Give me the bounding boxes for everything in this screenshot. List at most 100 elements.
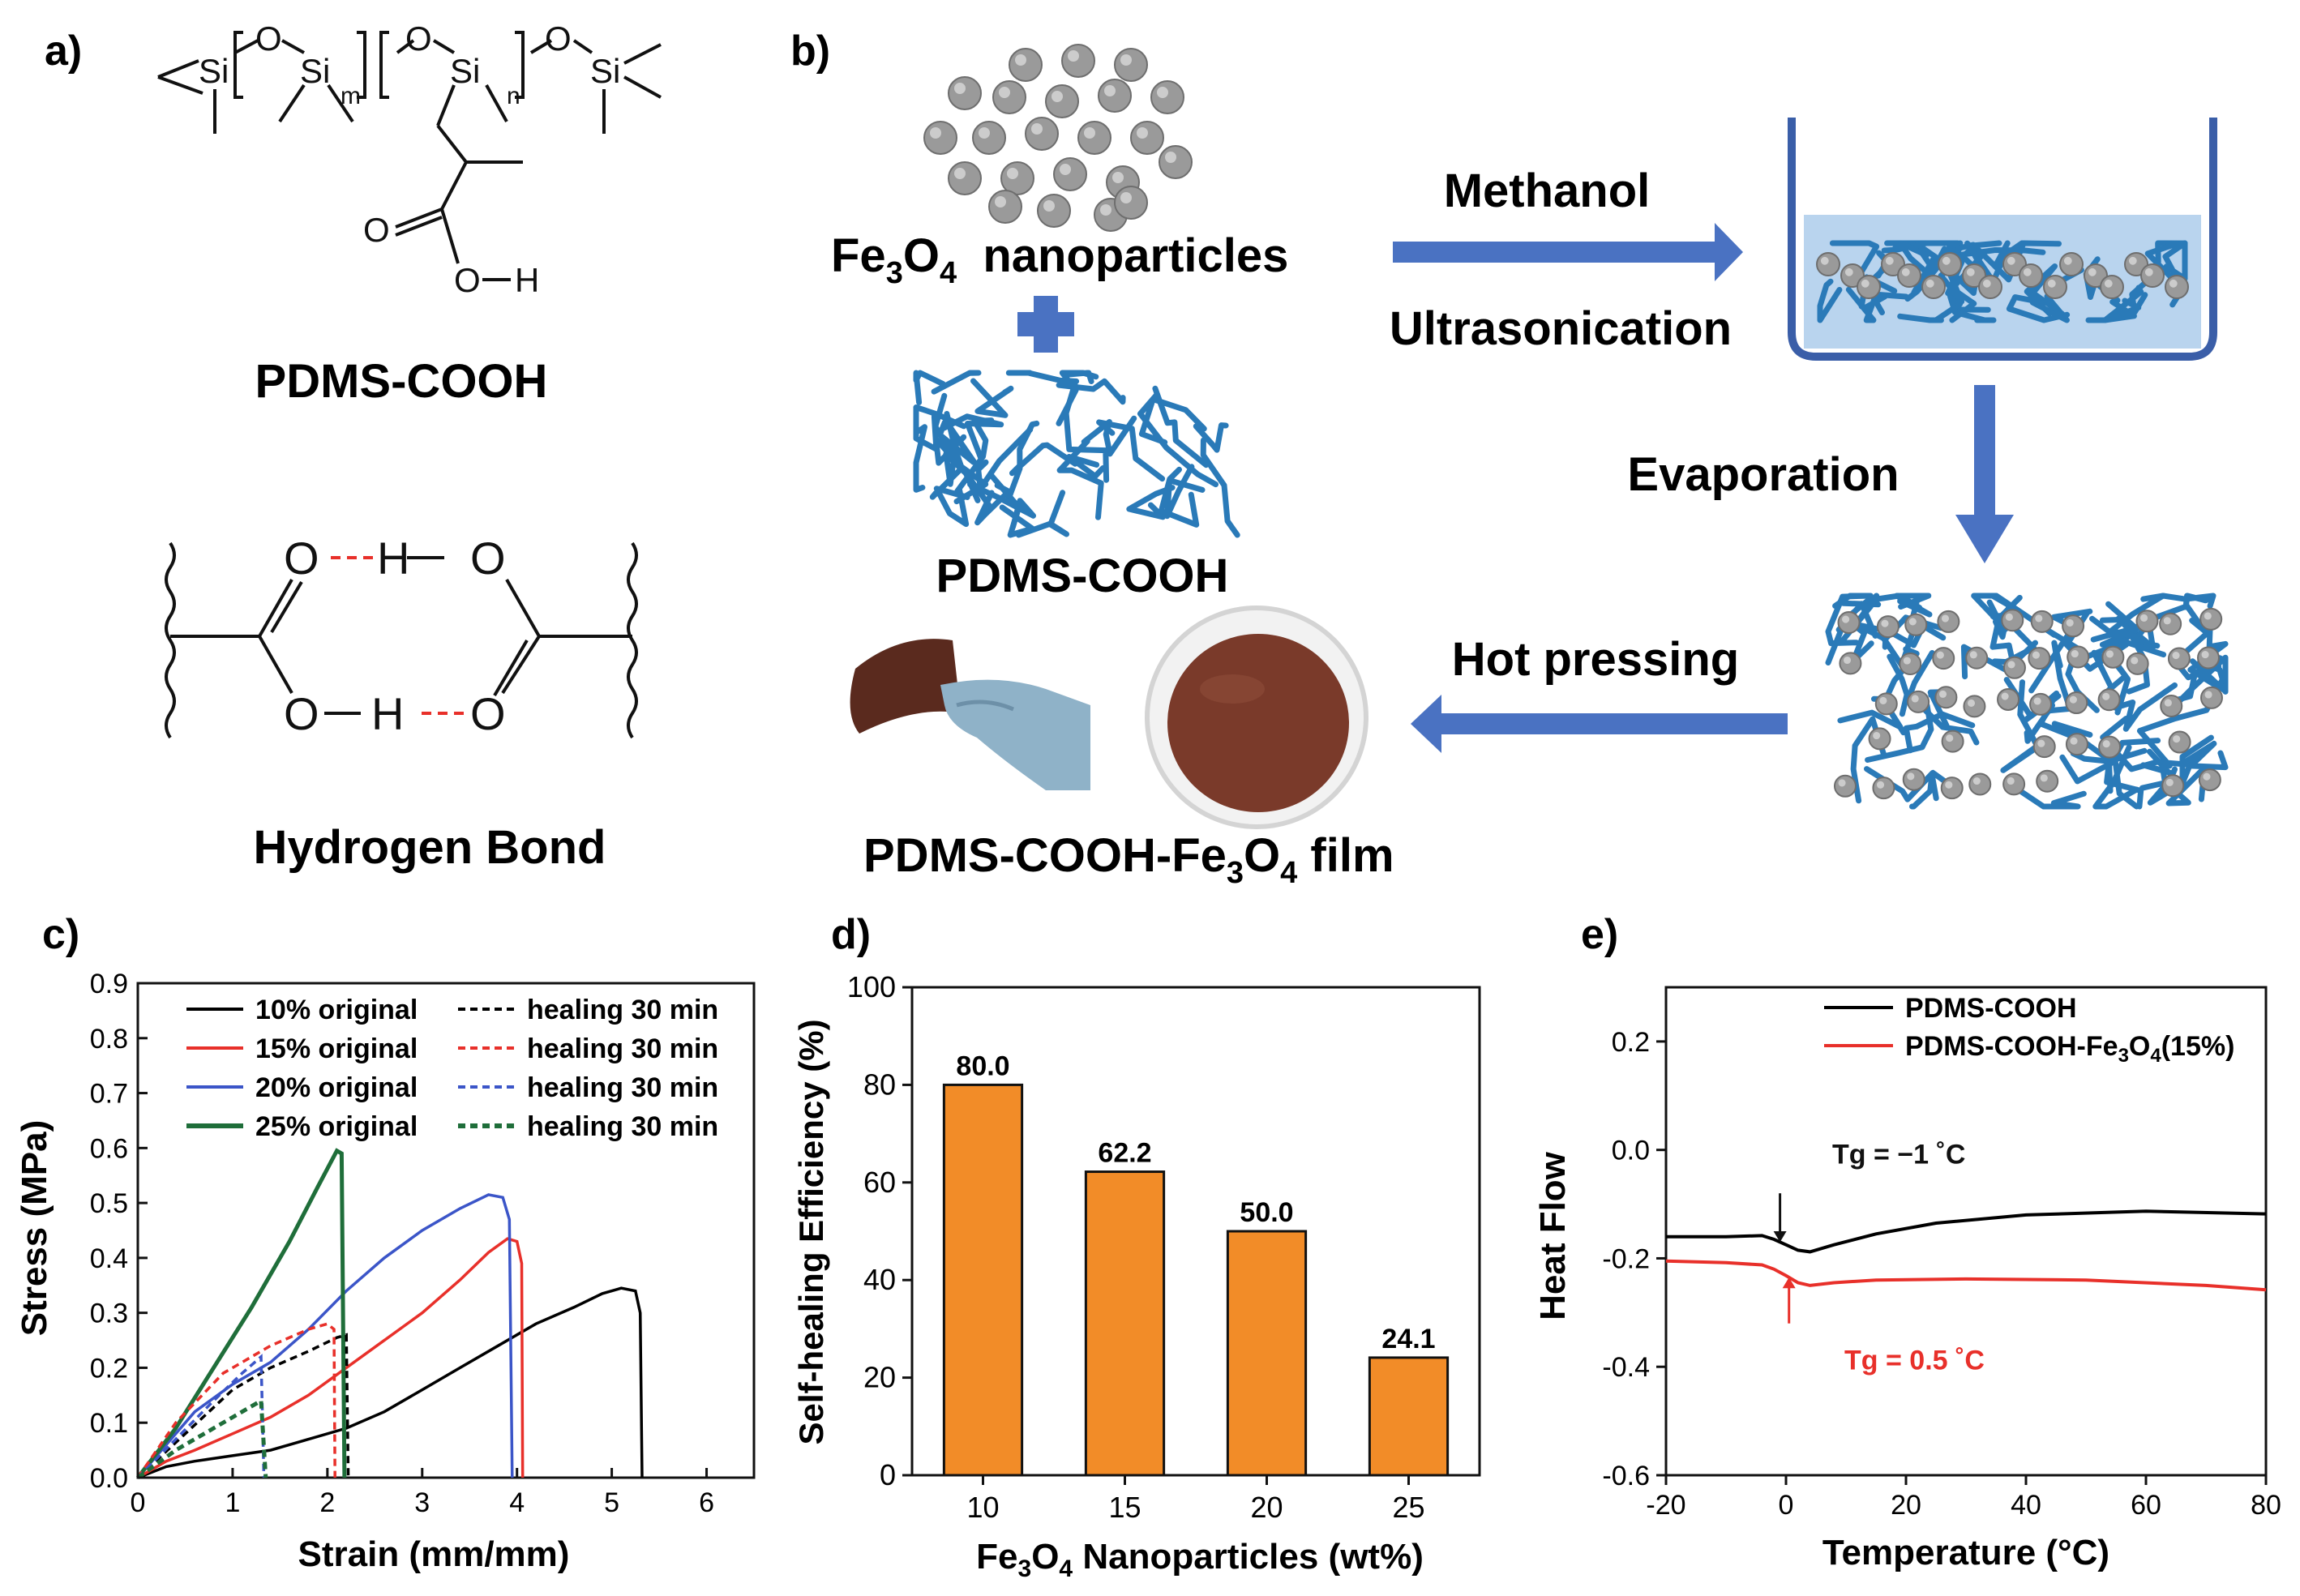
nanoparticle-highlight [1907,772,1915,781]
si-atom: Si [300,52,330,90]
series-line-6 [136,1354,266,1479]
polymer-chain [1897,240,1947,279]
legend-label: PDMS-COOH [1905,993,2077,1024]
chart-d-xlabel: Fe3O4 Nanoparticles (wt%) [976,1537,1424,1582]
nanoparticle-highlight [1157,87,1168,98]
legend-label: healing 30 min [527,1072,718,1103]
nanoparticle [2043,275,2067,299]
series-line-5 [136,1322,336,1478]
polymer-chain [1081,415,1137,457]
chart-e-frame [1664,986,2268,1477]
nanoparticle [2126,652,2149,675]
legend-label: PDMS-COOH-Fe3O4(15%) [1905,1031,2234,1067]
polymer-chain [970,378,1014,418]
nanoparticle-highlight [2001,692,2009,700]
polymer-chain [1947,291,1997,323]
nanoparticle [1937,610,1960,633]
nanoparticle-highlight [2070,737,2078,745]
polymer-chain [1137,391,1219,488]
polymer-chain [936,419,977,465]
nanoparticle-highlight [1842,615,1850,623]
nanoparticle-highlight [1043,200,1055,212]
panel-e-label: e) [1581,911,1618,958]
nanoparticle [1938,252,1962,276]
polymer-chain [1837,593,1880,646]
nanoparticle [2065,691,2088,715]
panel-e: e) -20 0 20 40 60 80 0.2 0.0 -0.2 -0.4 -0.6 PDMS-C… [1533,911,2281,1572]
nanoparticle-highlight [2144,267,2153,276]
nanoparticle [2196,646,2220,670]
x-tick-label: 15 [1108,1491,1141,1524]
polymer-chain [1066,454,1106,480]
nanoparticle-highlight [1137,127,1148,139]
nanoparticle [1816,252,1840,276]
nanoparticle-highlight [1861,279,1870,288]
series-line-1 [1665,1259,2267,1292]
polymer-chain [1065,370,1094,384]
nanoparticle [1857,275,1881,299]
nanoparticle-highlight [2007,661,2015,669]
nanoparticle-highlight [1938,690,1947,698]
panel-a-label: a) [45,28,82,75]
nanoparticle [1025,117,1059,151]
polymer-chain [1200,437,1240,538]
polymer-chain [933,486,970,528]
polymer-chain [929,411,965,500]
nanoparticle-highlight [1060,164,1071,175]
nanoparticle [2198,768,2221,792]
nanoparticle [1868,727,1891,751]
y-tick-label: 0.9 [90,969,128,999]
nanoparticle-highlight [1903,657,1911,665]
nanoparticle [1904,613,1928,636]
film-label: PDMS-COOH-Fe3O4 film [863,829,1394,890]
nanoparticle-highlight [2005,613,2013,621]
y-tick-label: 60 [863,1166,896,1199]
y-tick-label: 0.0 [1612,1136,1650,1166]
nanoparticle-highlight [2203,772,2211,781]
nanoparticle-highlight [2069,695,2077,704]
arrow-left-icon [1411,695,1788,753]
chart-c-series [136,1148,644,1480]
nanoparticle [948,76,982,110]
series-line-0 [1666,1209,2267,1254]
polymer-chain [2182,593,2215,610]
nanoparticle [1159,145,1193,179]
nanoparticle [1114,48,1148,82]
polymer-chain [1152,385,1210,469]
nanoparticle [972,121,1006,155]
polymer-chain [1056,378,1126,405]
polymer-chain [1009,442,1078,477]
nanoparticle [1941,730,1964,753]
y-tick-label: 0.0 [90,1463,128,1494]
nanoparticle-highlight [2102,740,2110,748]
nanoparticle [2001,609,2024,632]
nanoparticle-highlight [1120,54,1132,66]
chart-d-frame [910,986,1481,1477]
nanoparticle-highlight [1820,256,1829,265]
nanoparticle-highlight [1120,192,1132,203]
legend-label: healing 30 min [527,1033,718,1064]
nanoparticle [1077,121,1111,155]
x-tick-label: 5 [604,1487,619,1518]
y-tick-label: 0 [880,1458,896,1491]
nanoparticle-highlight [1843,656,1852,665]
nanoparticle-highlight [1945,781,1953,789]
nanoparticle [1045,84,1079,118]
nanoparticle [1837,610,1861,634]
nanoparticle [1965,646,1989,670]
y-tick-label: -0.4 [1602,1352,1650,1383]
polymer-chain [1832,593,1882,609]
nanoparticle [2059,252,2084,276]
polymer-chain [2006,294,2071,323]
legend-label: 10% original [255,995,418,1025]
structure-atoms: Si O Si m O Si n O Si O O H [199,19,620,299]
bar-25 [1368,1356,1450,1477]
nanoparticle [1833,774,1857,798]
polymer-chain [2104,759,2144,810]
nanoparticle [1940,777,1964,800]
nanoparticle-highlight [2066,618,2074,627]
y-tick-label: 0.3 [90,1299,128,1329]
nanoparticle-highlight [1104,85,1116,96]
polymer-chain [2180,740,2229,771]
nanoparticle [2100,275,2124,299]
